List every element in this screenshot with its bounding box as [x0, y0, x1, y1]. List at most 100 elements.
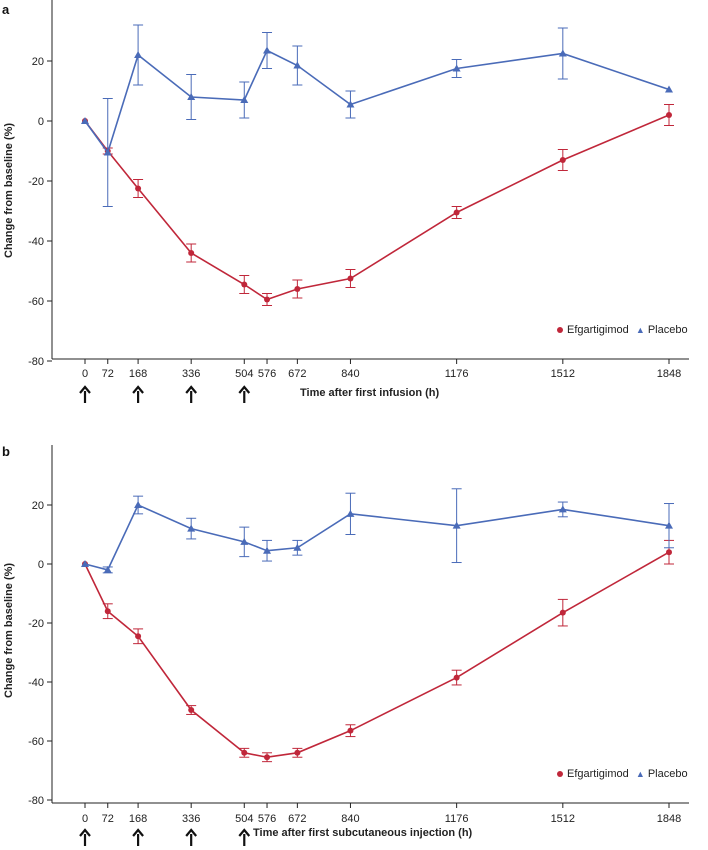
x-tick-label-a-336: 336	[182, 368, 200, 380]
y-tick-label-b--80: -80	[28, 795, 44, 807]
data-point-efgartigimod-a-168	[135, 185, 142, 192]
data-point-efgartigimod-b-336	[188, 707, 195, 714]
data-point-efgartigimod-a-1848	[666, 112, 672, 118]
legend-b: Efgartigimod ▲ Placebo	[557, 768, 688, 780]
data-point-placebo-b-576	[263, 546, 272, 554]
x-tick-label-b-840: 840	[341, 813, 359, 825]
dose-arrow-head-a-0	[79, 385, 91, 394]
legend-dot-efgartigimod-b	[557, 771, 563, 778]
x-tick-label-a-0: 0	[82, 368, 88, 380]
data-point-placebo-b-672	[293, 543, 302, 551]
data-point-placebo-a-336	[187, 93, 196, 100]
data-point-placebo-a-1176	[452, 64, 461, 72]
data-point-placebo-b-72	[103, 565, 112, 573]
data-point-placebo-a-576	[263, 46, 272, 54]
data-point-efgartigimod-b-72	[104, 608, 111, 615]
y-tick-label-b--60: -60	[28, 736, 44, 748]
dose-arrow-head-b-504	[238, 828, 251, 837]
x-tick-label-b-168: 168	[129, 813, 147, 825]
data-point-placebo-b-840	[346, 509, 355, 517]
x-tick-label-a-1512: 1512	[551, 368, 575, 380]
data-point-efgartigimod-b-1848	[666, 549, 672, 556]
y-tick-label-a-20: 20	[32, 56, 44, 68]
legend-dot-efgartigimod-a	[557, 327, 563, 334]
y-tick-label-b-20: 20	[32, 500, 44, 512]
data-point-efgartigimod-a-1512	[559, 157, 566, 163]
x-tick-label-b-672: 672	[288, 813, 306, 825]
series-line-placebo-a	[84, 49, 670, 155]
legend-label-placebo-b: Placebo	[647, 768, 688, 780]
series-line-efgartigimod-b	[84, 551, 670, 759]
data-point-efgartigimod-b-1512	[559, 609, 566, 616]
x-tick-label-b-1512: 1512	[551, 813, 575, 825]
panel-label-b: b	[2, 444, 10, 459]
data-point-placebo-a-72	[103, 148, 112, 156]
data-point-placebo-a-504	[240, 96, 249, 103]
data-point-efgartigimod-a-840	[347, 275, 354, 282]
series-line-efgartigimod-a	[84, 114, 670, 301]
legend-triangle-placebo-a: ▲	[635, 325, 645, 335]
data-point-placebo-a-168	[134, 51, 143, 58]
dose-arrow-head-a-504	[238, 385, 251, 394]
legend-a: Efgartigimod ▲ Placebo	[557, 324, 688, 336]
x-tick-label-a-72: 72	[102, 368, 114, 380]
x-tick-label-a-504: 504	[235, 368, 253, 380]
data-point-placebo-a-840	[346, 100, 355, 108]
legend-label-placebo-a: Placebo	[647, 324, 688, 336]
y-tick-label-a--80: -80	[28, 356, 44, 368]
y-tick-label-a-0: 0	[38, 116, 44, 128]
x-tick-label-a-672: 672	[288, 368, 306, 380]
data-point-placebo-b-1848	[665, 521, 673, 529]
data-point-placebo-b-336	[187, 524, 196, 532]
data-point-placebo-b-504	[240, 537, 249, 545]
series-line-placebo-b	[84, 503, 670, 571]
x-tick-label-a-840: 840	[341, 368, 359, 380]
y-tick-label-a--20: -20	[28, 176, 44, 188]
data-point-efgartigimod-a-672	[294, 286, 301, 292]
x-tick-label-b-504: 504	[235, 813, 253, 825]
y-tick-label-a--60: -60	[28, 296, 44, 308]
data-point-placebo-b-1176	[452, 521, 461, 529]
data-point-placebo-a-1512	[558, 49, 567, 57]
x-tick-label-b-0: 0	[82, 813, 88, 825]
data-point-efgartigimod-b-576	[264, 754, 271, 761]
data-point-efgartigimod-b-504	[241, 749, 248, 756]
dose-arrow-head-a-336	[185, 385, 198, 394]
y-tick-label-b-0: 0	[38, 559, 44, 571]
x-axis-label-b: Time after first subcutaneous injection …	[253, 827, 473, 839]
data-point-placebo-a-672	[293, 61, 302, 69]
data-point-efgartigimod-b-1176	[453, 674, 460, 681]
y-tick-label-b--40: -40	[28, 677, 44, 689]
data-point-placebo-b-0	[81, 560, 89, 567]
data-point-efgartigimod-a-576	[264, 296, 271, 303]
legend-triangle-placebo-b: ▲	[635, 769, 645, 779]
x-tick-label-a-1848: 1848	[657, 368, 681, 380]
panel-label-a: a	[2, 2, 10, 17]
legend-label-efgartigimod-b: Efgartigimod	[567, 768, 629, 780]
data-point-efgartigimod-b-672	[294, 749, 301, 756]
y-tick-label-a--40: -40	[28, 236, 44, 248]
data-point-efgartigimod-b-168	[135, 633, 142, 640]
x-tick-label-a-168: 168	[129, 368, 147, 380]
x-axis-label-a: Time after first infusion (h)	[300, 387, 440, 399]
x-tick-label-b-1176: 1176	[445, 813, 469, 825]
x-tick-label-b-336: 336	[182, 813, 200, 825]
legend-label-efgartigimod-a: Efgartigimod	[567, 324, 629, 336]
x-tick-label-a-576: 576	[258, 368, 276, 380]
dose-arrow-head-b-0	[79, 828, 91, 837]
x-tick-label-a-1176: 1176	[445, 368, 469, 380]
dose-arrow-head-a-168	[132, 385, 144, 394]
data-point-efgartigimod-b-840	[347, 727, 354, 734]
data-point-placebo-a-0	[81, 117, 89, 124]
dose-arrow-head-b-168	[132, 828, 144, 837]
data-point-efgartigimod-a-504	[241, 281, 248, 288]
dose-arrow-head-b-336	[185, 828, 198, 837]
x-tick-label-b-1848: 1848	[657, 813, 681, 825]
data-point-placebo-b-168	[134, 501, 143, 508]
data-point-efgartigimod-a-336	[188, 250, 195, 256]
x-tick-label-b-576: 576	[258, 813, 276, 825]
data-point-placebo-b-1512	[558, 505, 567, 513]
data-point-efgartigimod-a-1176	[453, 209, 460, 216]
x-tick-label-b-72: 72	[102, 813, 114, 825]
